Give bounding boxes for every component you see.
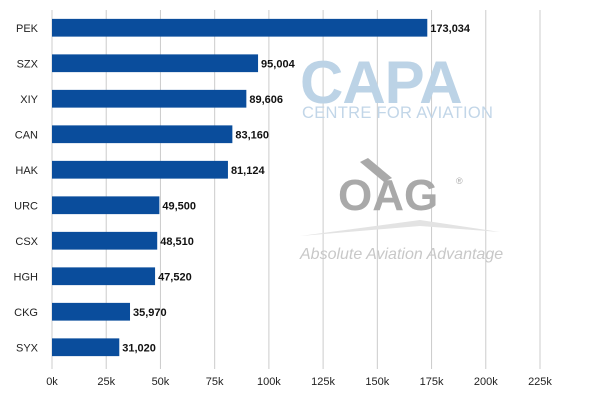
x-tick-label: 125k (311, 376, 335, 388)
data-label: 83,160 (235, 129, 269, 141)
bar-xiy (52, 89, 247, 108)
data-label: 81,124 (231, 165, 266, 177)
oag-underline-icon (300, 220, 500, 236)
y-tick-label: HGH (14, 271, 39, 283)
x-tick-label: 200k (474, 376, 498, 388)
bar-urc (52, 196, 160, 215)
data-label: 35,970 (133, 307, 167, 319)
bar-ckg (52, 302, 131, 321)
x-tick-label: 150k (365, 376, 389, 388)
y-tick-label: CAN (15, 129, 38, 141)
x-tick-label: 25k (97, 376, 115, 388)
oag-tagline: Absolute Aviation Advantage (299, 246, 503, 263)
y-tick-label: URC (14, 200, 38, 212)
bar-pek (52, 18, 428, 37)
y-tick-label: CKG (14, 307, 38, 319)
data-label: 173,034 (430, 23, 471, 35)
x-tick-label: 50k (152, 376, 170, 388)
bar-syx (52, 338, 120, 357)
bar-szx (52, 54, 259, 73)
bar-hak (52, 160, 228, 179)
data-label: 49,500 (162, 200, 196, 212)
bars (52, 18, 428, 357)
oag-swoosh-icon (360, 158, 392, 182)
capa-subtitle: CENTRE FOR AVIATION (302, 104, 493, 122)
oag-registered-mark: ® (456, 176, 463, 186)
x-tick-label: 225k (528, 376, 552, 388)
x-tick-label: 0k (46, 376, 58, 388)
bar-can (52, 125, 233, 144)
x-tick-label: 175k (420, 376, 444, 388)
y-tick-label: HAK (15, 165, 38, 177)
oag-logo: OAG (338, 171, 438, 220)
capa-watermark: CAPA CENTRE FOR AVIATION (300, 49, 493, 122)
x-tick-label: 100k (257, 376, 281, 388)
oag-watermark: OAG ® Absolute Aviation Advantage (299, 158, 503, 263)
x-tick-label: 75k (206, 376, 224, 388)
labels: 0k 25k 50k 75k 100k 125k 150k 175k 200k 225k PEK 17… (14, 23, 553, 388)
capa-logo: CAPA (300, 49, 462, 116)
bar-csx (52, 231, 158, 250)
y-tick-label: XIY (20, 94, 38, 106)
data-label: 95,004 (261, 58, 296, 70)
y-tick-label: CSX (15, 236, 38, 248)
data-label: 31,020 (122, 342, 156, 354)
data-label: 47,520 (158, 271, 192, 283)
y-tick-label: SYX (16, 342, 39, 354)
bar-hgh (52, 267, 156, 286)
y-tick-label: SZX (17, 58, 39, 70)
data-label: 89,606 (249, 94, 283, 106)
y-tick-label: PEK (16, 23, 39, 35)
data-label: 48,510 (160, 236, 194, 248)
